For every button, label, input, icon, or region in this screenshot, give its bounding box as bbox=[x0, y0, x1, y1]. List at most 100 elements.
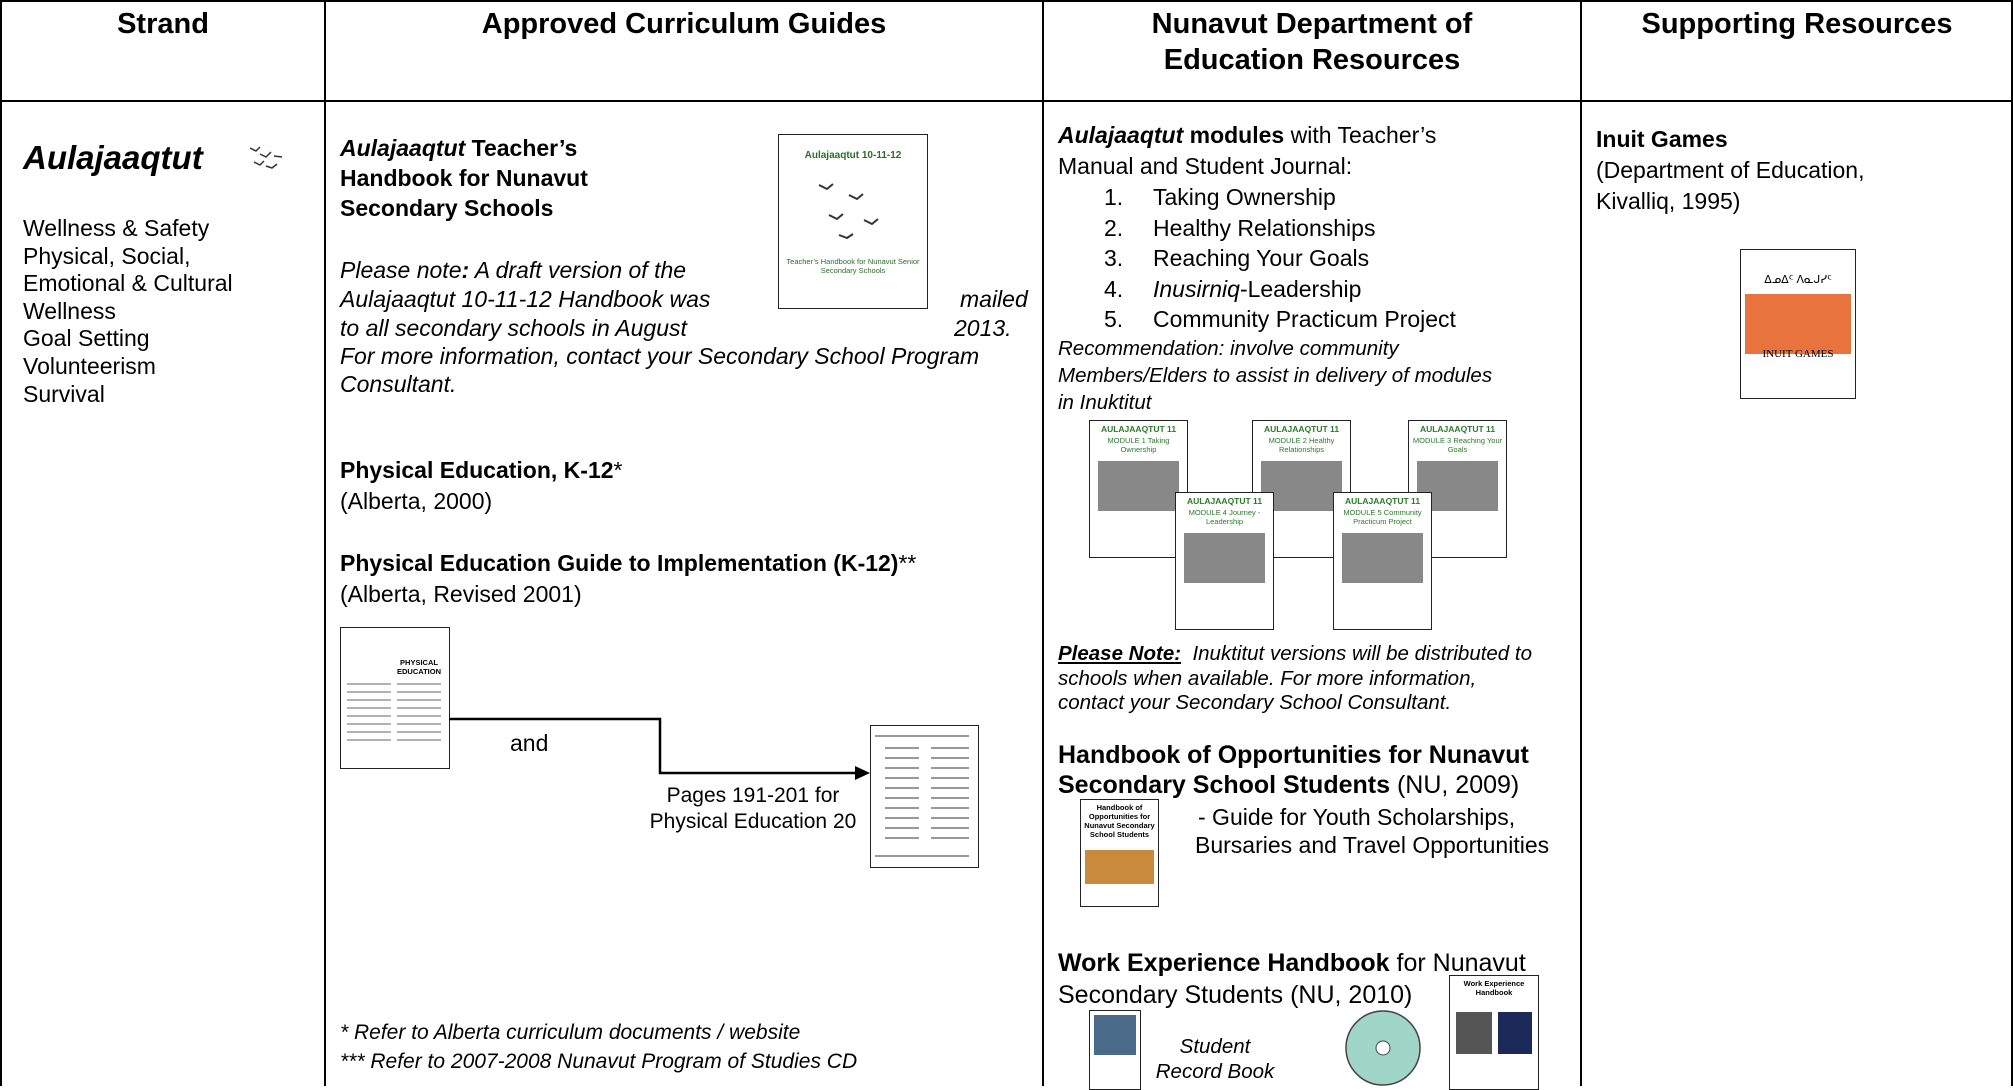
note-line: Please note: A draft version of the bbox=[340, 255, 686, 285]
and-label: and bbox=[510, 730, 549, 756]
cover-subtitle: Teacher’s Handbook for Nunavut Senior Se… bbox=[786, 257, 920, 275]
work-cover: Work Experience Handbook bbox=[1449, 975, 1539, 1090]
header-cell: Approved Curriculum Guides bbox=[481, 8, 887, 40]
opportunities-bold: Secondary School Students bbox=[1058, 771, 1391, 799]
pages-note: Physical Education 20 bbox=[649, 810, 857, 833]
inuktitut-label-text: Please Note bbox=[1058, 642, 1175, 665]
work-rest: for Nunavut bbox=[1389, 949, 1526, 977]
list-text: -Leadership bbox=[1239, 275, 1362, 302]
handbook-italic: Aulajaaqtut bbox=[340, 135, 466, 161]
work-title: Secondary Students (NU, 2010) bbox=[1058, 981, 1413, 1009]
footnote: *** Refer to 2007-2008 Nunavut Program o… bbox=[340, 1050, 858, 1073]
strand-name: Aulajaaqtut bbox=[23, 139, 203, 176]
note-line: Consultant. bbox=[340, 371, 457, 397]
header-cell: Supporting Resources bbox=[1641, 8, 1953, 40]
cover-title: AULAJAAQTUT 11 bbox=[1100, 424, 1177, 434]
cover-photo bbox=[1498, 1012, 1532, 1054]
strand-topic: Wellness & Safety bbox=[23, 215, 210, 241]
note-line: mailed bbox=[960, 286, 1028, 312]
guide-source: (Alberta, Revised 2001) bbox=[340, 581, 582, 607]
module-cover: AULAJAAQTUT 11 MODULE 1 Taking Ownership bbox=[1089, 420, 1188, 558]
list-number: 1. bbox=[1104, 184, 1124, 210]
note-colon: : bbox=[461, 257, 470, 283]
work-title: Work Experience Handbook for Nunavut bbox=[1058, 948, 1526, 978]
cover-title: INUIT GAMES bbox=[1762, 348, 1834, 360]
guide-thumbnail: PHYSICAL EDUCATION bbox=[340, 627, 450, 769]
note-text: A draft version of the bbox=[469, 257, 687, 283]
note-line: Aulajaaqtut 10-11-12 Handbook was bbox=[340, 286, 711, 312]
opportunities-desc: Bursaries and Travel Opportunities bbox=[1195, 832, 1550, 858]
cover-subtitle: MODULE 4 Journey - Leadership bbox=[1188, 508, 1261, 526]
guide-title: Physical Education Guide to Implementati… bbox=[340, 548, 916, 578]
header-cell: Nunavut Department of bbox=[1151, 8, 1473, 40]
column-rule bbox=[0, 0, 2, 1086]
list-text: Reaching Your Goals bbox=[1153, 245, 1370, 272]
table-border bbox=[0, 0, 2013, 2]
cover-title: Aulajaaqtut 10-11-12 bbox=[804, 150, 902, 161]
list-italic: Inusirniq bbox=[1153, 275, 1240, 302]
list-number: 4. bbox=[1104, 275, 1124, 302]
opportunities-title: Handbook of Opportunities for Nunavut bbox=[1058, 741, 1529, 769]
recommendation: Members/Elders to assist in delivery of … bbox=[1058, 364, 1493, 387]
modules-italic: Aulajaaqtut bbox=[1058, 122, 1184, 148]
pages-thumbnail bbox=[870, 725, 979, 868]
opportunities-desc: - Guide for Youth Scholarships, bbox=[1198, 804, 1516, 830]
inuktitut-colon: : bbox=[1174, 642, 1182, 665]
modules-title: Aulajaaqtut modules with Teacher’s bbox=[1058, 120, 1436, 150]
footnote: * Refer to Alberta curriculum documents … bbox=[340, 1021, 801, 1044]
cover-photo bbox=[1184, 533, 1265, 583]
cover-photo bbox=[1261, 461, 1342, 511]
guide-title-text: Physical Education Guide to Implementati… bbox=[340, 550, 899, 576]
cover-photo bbox=[1342, 533, 1423, 583]
module-cover: AULAJAAQTUT 11 MODULE 4 Journey - Leaders… bbox=[1175, 492, 1274, 630]
guide-mark: ** bbox=[898, 550, 917, 576]
recommendation: in Inuktitut bbox=[1058, 391, 1152, 414]
pages-note: Pages 191-201 for bbox=[666, 784, 840, 807]
list-text: Taking Ownership bbox=[1153, 184, 1336, 210]
cd-icon bbox=[1345, 1010, 1421, 1086]
opportunities-cover: Handbook of Opportunities for Nunavut Se… bbox=[1080, 799, 1159, 907]
strand-topic: Survival bbox=[23, 380, 105, 407]
header-cell: Education Resources bbox=[1163, 44, 1461, 76]
inuktitut-label: Please Note: bbox=[1058, 642, 1181, 665]
list-text: Community Practicum Project bbox=[1153, 306, 1456, 333]
record-book-cover bbox=[1089, 1010, 1141, 1090]
student-record: Record Book bbox=[1155, 1060, 1275, 1083]
cover-subtitle: MODULE 5 Community Practicum Project bbox=[1343, 508, 1422, 526]
list-item: Reaching Your Goals bbox=[1153, 243, 1369, 273]
cover-subtitle: MODULE 3 Reaching Your Goals bbox=[1412, 436, 1503, 454]
cover-title: AULAJAAQTUT 11 bbox=[1263, 424, 1340, 434]
handbook-cover: Aulajaaqtut 10-11-12 Teacher’s Handbook … bbox=[778, 134, 928, 309]
modules-bold: modules bbox=[1183, 122, 1285, 148]
list-item: Community Practicum Project bbox=[1153, 304, 1456, 334]
header-cell: Strand bbox=[117, 8, 209, 40]
pe-title: Physical Education, K-12* bbox=[340, 455, 622, 485]
list-number: 5. bbox=[1104, 306, 1124, 333]
modules-line: Manual and Student Journal: bbox=[1058, 153, 1353, 179]
opportunities-title: Secondary School Students (NU, 2009) bbox=[1058, 770, 1519, 800]
pages-text-lines bbox=[875, 735, 969, 857]
cover-subtitle: MODULE 2 Healthy Relationships bbox=[1268, 436, 1335, 454]
cover-photo bbox=[1094, 1015, 1136, 1055]
header-rule bbox=[0, 100, 2013, 102]
column-rule bbox=[2011, 0, 2013, 1086]
opportunities-source: (NU, 2009) bbox=[1390, 771, 1520, 799]
module-cover: AULAJAAQTUT 11 MODULE 5 Community Practic… bbox=[1333, 492, 1432, 630]
cover-photo bbox=[1098, 461, 1179, 511]
inuktitut-text: Inuktitut versions will be distributed t… bbox=[1181, 642, 1533, 665]
cover-subtitle: MODULE 1 Taking Ownership bbox=[1107, 436, 1170, 454]
strand-topic: Volunteerism bbox=[23, 353, 156, 379]
list-text: Healthy Relationships bbox=[1153, 214, 1376, 241]
pe-title-text: Physical Education, K-12 bbox=[340, 457, 614, 483]
cover-band bbox=[1745, 294, 1851, 354]
column-rule bbox=[1580, 0, 1582, 1086]
list-number: 3. bbox=[1104, 245, 1124, 272]
strand-topic: Wellness bbox=[23, 297, 116, 324]
handbook-title: Aulajaaqtut Teacher’s bbox=[340, 133, 577, 163]
games-source: (Department of Education, bbox=[1596, 157, 1865, 183]
games-cover: ᐃᓄᐃᑦ ᐱᓇᒍᓯᑦ INUIT GAMES bbox=[1740, 249, 1856, 399]
cover-title: AULAJAAQTUT 11 bbox=[1344, 496, 1421, 506]
handbook-title: Secondary Schools bbox=[340, 195, 554, 221]
list-item: Taking Ownership bbox=[1153, 182, 1336, 212]
